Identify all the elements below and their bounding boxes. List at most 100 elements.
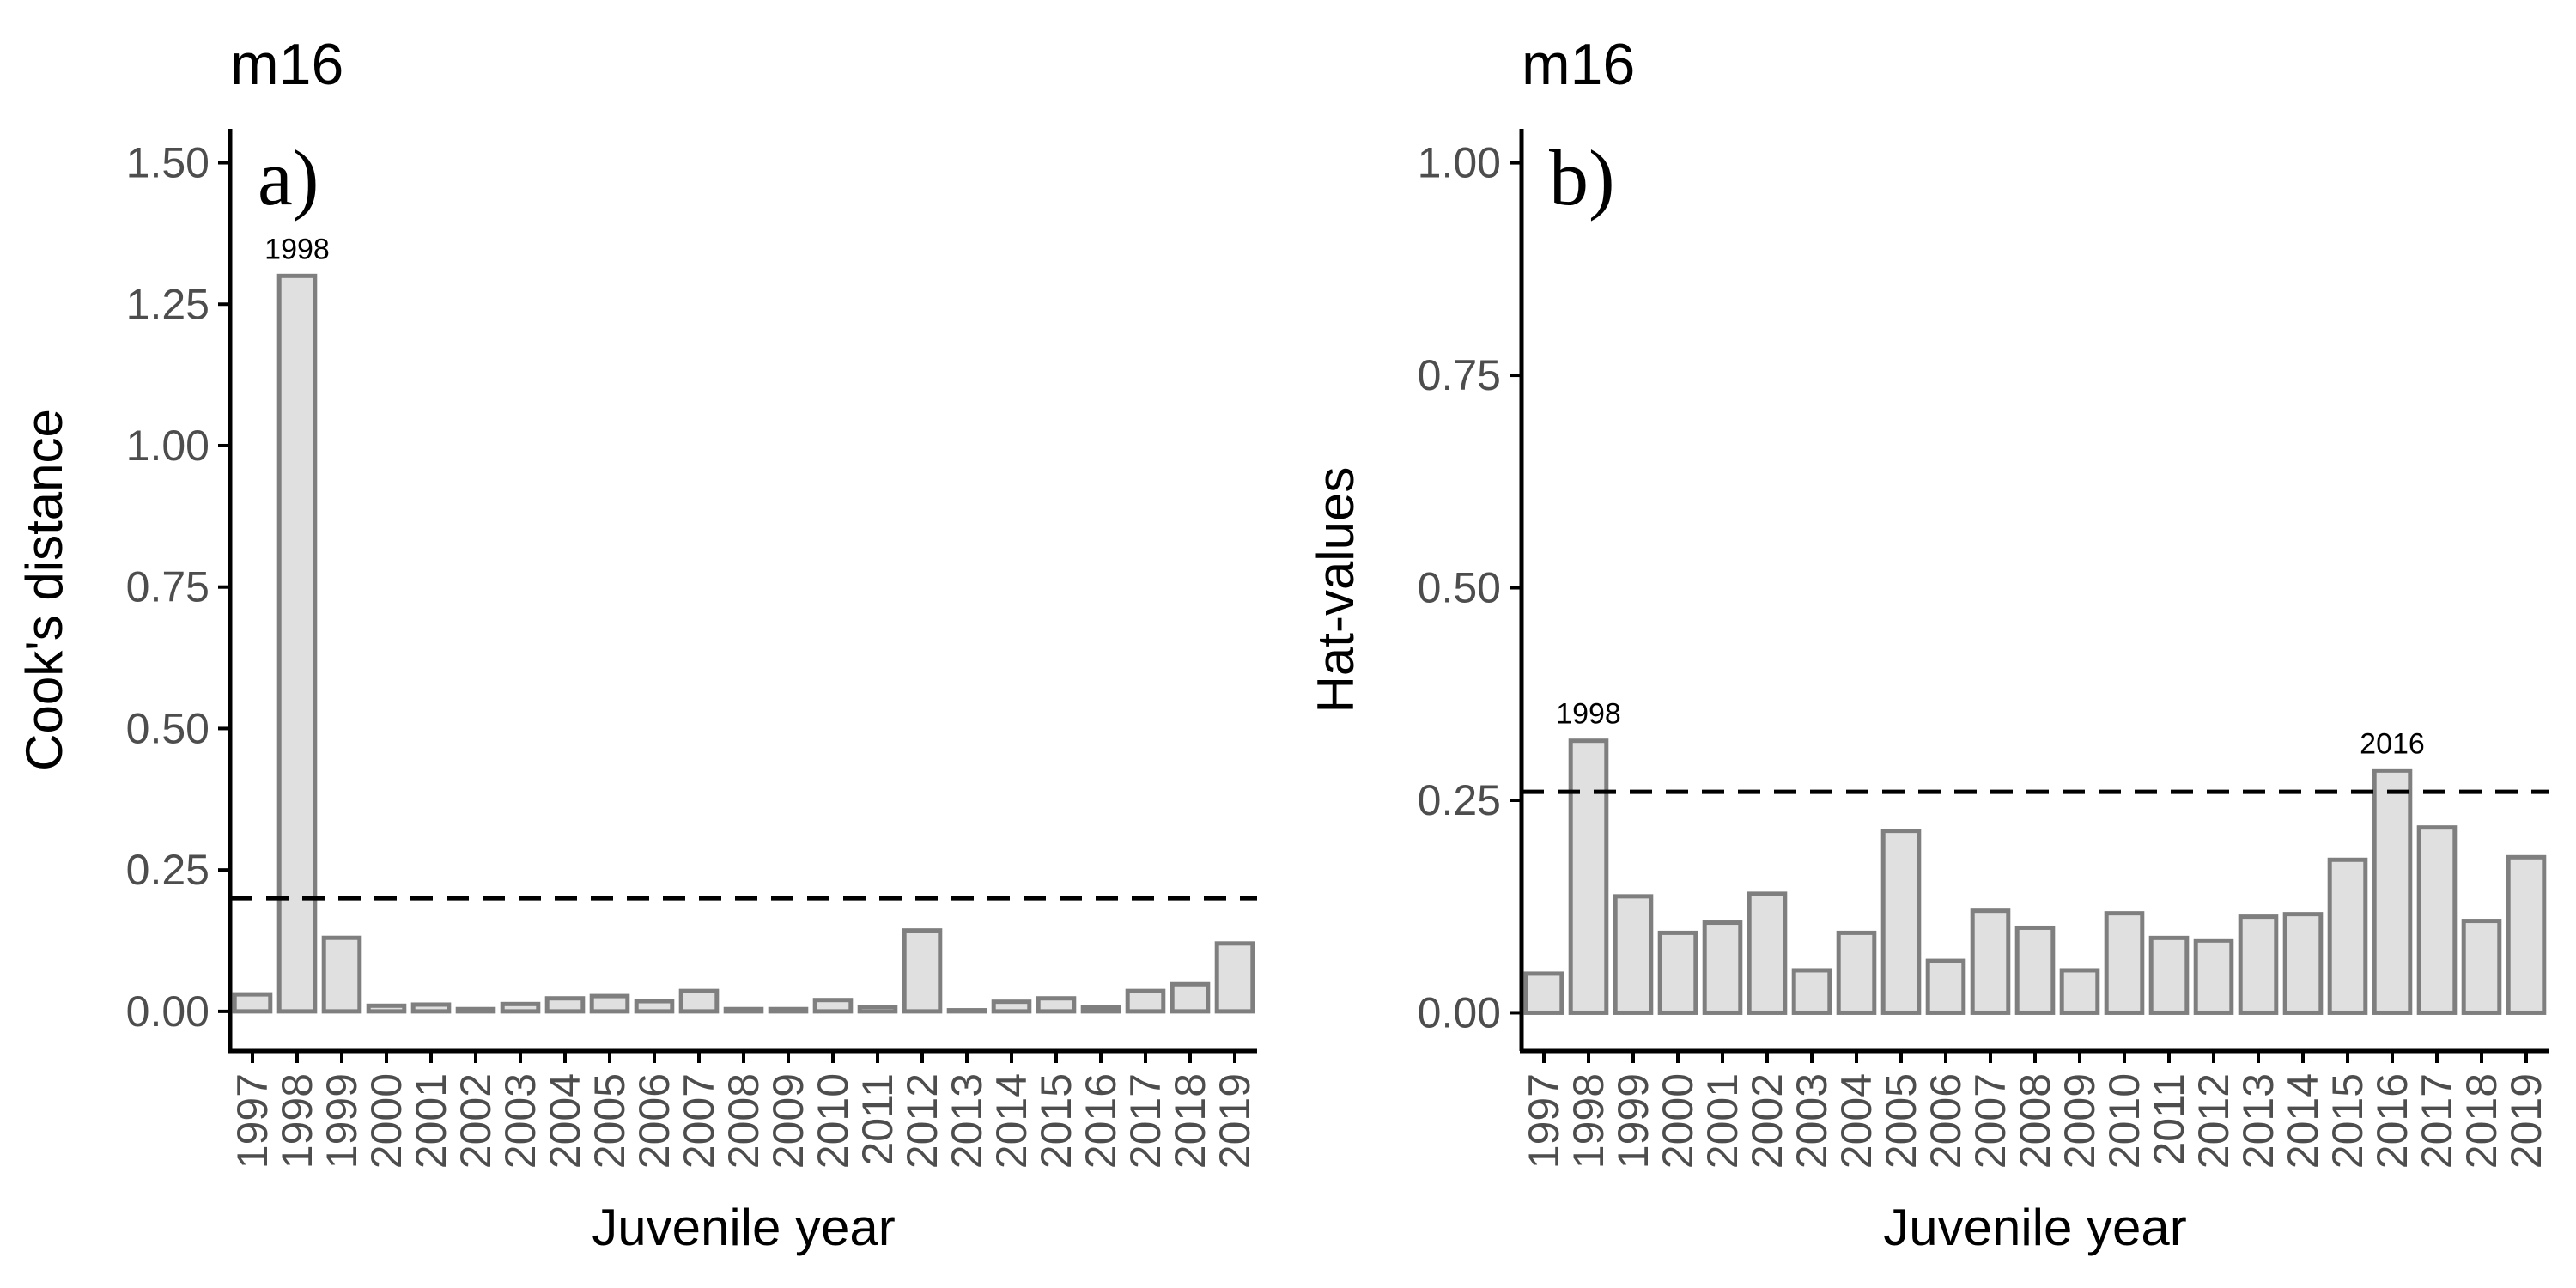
- bar-1999: [321, 935, 362, 1014]
- x-tick-label: 2017: [2413, 1073, 2461, 1169]
- chart-title: m16: [230, 32, 343, 97]
- x-tick-label: 2005: [1877, 1073, 1925, 1169]
- x-tick-label: 2004: [1832, 1073, 1880, 1169]
- x-tick-label: 1999: [1609, 1073, 1657, 1169]
- x-tick-label: 2008: [2011, 1073, 2059, 1169]
- x-tick-label: 2014: [2279, 1073, 2327, 1169]
- bar-2011: [857, 1005, 898, 1014]
- bar-2013: [946, 1008, 987, 1014]
- bar-2016: [2372, 768, 2413, 1015]
- bar-2003: [500, 1001, 541, 1014]
- bar-2016: [1080, 1005, 1121, 1014]
- bar-2005: [589, 993, 630, 1014]
- x-tick-label: 2002: [1743, 1073, 1791, 1169]
- bar-2017: [1125, 988, 1166, 1014]
- x-tick-label: 1997: [228, 1073, 276, 1169]
- y-axis-title: Hat-values: [1307, 467, 1364, 714]
- bar-annotation-2016: 2016: [2360, 727, 2425, 760]
- bar-2010: [2104, 911, 2145, 1015]
- x-tick-label: 2014: [987, 1073, 1036, 1169]
- x-tick-label: 1997: [1520, 1073, 1568, 1169]
- x-tick-label: 2003: [496, 1073, 544, 1169]
- y-tick-label: 0.00: [126, 987, 210, 1036]
- x-tick-label: 2002: [452, 1073, 500, 1169]
- bar-2005: [1880, 829, 1922, 1015]
- x-tick-label: 2010: [2100, 1073, 2148, 1169]
- bar-1997: [232, 992, 273, 1014]
- x-tick-label: 2016: [2368, 1073, 2416, 1169]
- x-tick-label: 2012: [898, 1073, 946, 1169]
- x-tick-label: 2018: [1166, 1073, 1214, 1169]
- y-tick-label: 0.50: [1418, 564, 1501, 612]
- bar-2018: [1170, 981, 1211, 1014]
- y-tick-label: 0.25: [1418, 776, 1501, 824]
- bar-2002: [455, 1006, 496, 1014]
- bar-2017: [2416, 825, 2458, 1015]
- y-tick-label: 1.50: [126, 139, 210, 187]
- x-tick-label: 2005: [586, 1073, 634, 1169]
- bar-2002: [1747, 891, 1788, 1015]
- x-tick-label: 1998: [273, 1073, 321, 1169]
- bar-2012: [2193, 938, 2234, 1015]
- chart-panel-a: m1619980.000.250.500.751.001.251.5019971…: [15, 32, 1259, 1256]
- x-tick-label: 2017: [1121, 1073, 1170, 1169]
- x-tick-label: 1999: [318, 1073, 366, 1169]
- bar-2006: [634, 999, 675, 1014]
- x-tick-label: 2019: [2502, 1073, 2550, 1169]
- bar-2012: [902, 928, 943, 1014]
- x-tick-label: 2011: [854, 1073, 902, 1166]
- x-tick-label: 2018: [2458, 1073, 2506, 1169]
- bar-2009: [768, 1006, 809, 1014]
- x-tick-label: 2008: [720, 1073, 768, 1169]
- y-tick-label: 1.00: [1418, 139, 1501, 187]
- x-tick-label: 2010: [809, 1073, 857, 1169]
- bar-2004: [544, 996, 586, 1014]
- bar-2000: [366, 1003, 407, 1014]
- x-tick-label: 2016: [1077, 1073, 1125, 1169]
- bar-2001: [1702, 920, 1743, 1015]
- panel-tag: b): [1549, 134, 1615, 222]
- x-tick-label: 2006: [630, 1073, 678, 1169]
- bar-1998: [276, 273, 318, 1014]
- bar-2006: [1925, 958, 1966, 1015]
- x-tick-label: 2013: [2234, 1073, 2282, 1169]
- x-tick-label: 1998: [1564, 1073, 1613, 1169]
- x-tick-label: 2015: [1032, 1073, 1080, 1169]
- x-tick-label: 2007: [1966, 1073, 2014, 1169]
- bar-2010: [812, 998, 854, 1014]
- chart-panel-b: m16199820160.000.250.500.751.00199719981…: [1307, 32, 2550, 1256]
- x-axis-title: Juvenile year: [1883, 1199, 2187, 1256]
- x-tick-label: 2000: [362, 1073, 410, 1169]
- bar-2014: [991, 999, 1032, 1014]
- x-tick-label: 2011: [2145, 1073, 2193, 1166]
- bar-1998: [1568, 738, 1609, 1015]
- x-tick-label: 2001: [1698, 1073, 1747, 1169]
- x-tick-label: 2003: [1788, 1073, 1836, 1169]
- x-tick-label: 2007: [675, 1073, 723, 1169]
- y-tick-label: 0.50: [126, 704, 210, 752]
- bar-2009: [2059, 968, 2100, 1015]
- y-tick-label: 0.75: [1418, 351, 1501, 399]
- x-tick-label: 2009: [764, 1073, 812, 1169]
- bar-2001: [410, 1002, 452, 1014]
- bar-2019: [1214, 941, 1255, 1014]
- bar-2018: [2461, 919, 2502, 1015]
- bar-2007: [1970, 908, 2011, 1015]
- bar-2019: [2506, 854, 2547, 1015]
- bar-2004: [1836, 930, 1877, 1015]
- x-tick-label: 2012: [2190, 1073, 2238, 1169]
- panel-tag: a): [258, 134, 319, 222]
- x-tick-label: 2015: [2324, 1073, 2372, 1169]
- y-tick-label: 0.75: [126, 563, 210, 611]
- bar-2015: [2327, 857, 2368, 1015]
- x-tick-label: 2019: [1211, 1073, 1259, 1169]
- bar-2013: [2238, 914, 2279, 1015]
- y-tick-label: 1.00: [126, 422, 210, 470]
- x-tick-label: 2013: [943, 1073, 991, 1169]
- bar-2008: [2014, 925, 2056, 1015]
- bar-2011: [2148, 935, 2190, 1015]
- bar-2008: [723, 1006, 764, 1014]
- bar-2003: [1791, 968, 1832, 1015]
- y-tick-label: 0.00: [1418, 988, 1501, 1036]
- x-tick-label: 2009: [2056, 1073, 2104, 1169]
